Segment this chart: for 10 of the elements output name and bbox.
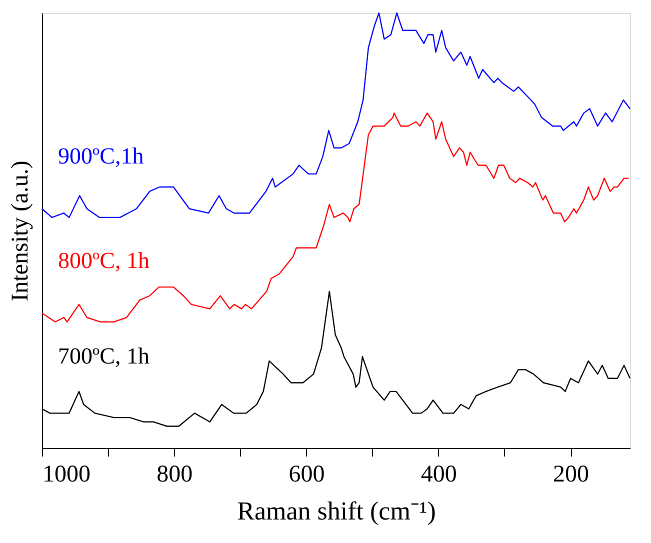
x-axis-title: Raman shift (cm⁻¹) <box>237 496 436 526</box>
x-tick-label: 600 <box>288 462 325 488</box>
series-label: 800ºC, 1h <box>58 248 150 273</box>
series-label: 900ºC,1h <box>58 144 144 169</box>
x-tick-label: 200 <box>553 462 590 488</box>
series-label: 700ºC, 1h <box>58 344 150 369</box>
x-tick-label: 800 <box>156 462 193 488</box>
y-axis-title: Intensity (a.u.) <box>8 160 34 302</box>
x-tick-label: 400 <box>420 462 457 488</box>
x-tick-label: 1000 <box>42 462 90 488</box>
